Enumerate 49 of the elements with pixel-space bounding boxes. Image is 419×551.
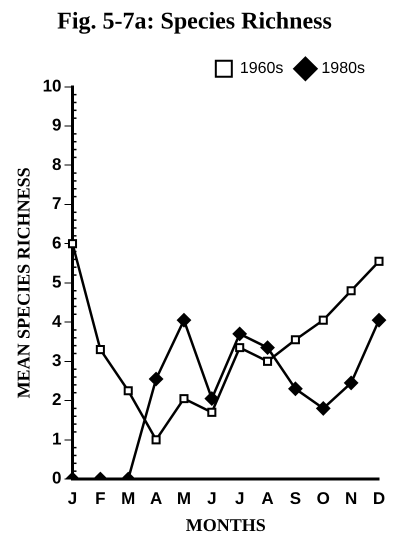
- legend-label: 1980s: [321, 60, 365, 78]
- x-tick-label: A: [150, 488, 162, 508]
- x-tick-label: O: [316, 488, 330, 508]
- y-tick-label: 8: [52, 154, 62, 174]
- x-tick-label: N: [344, 488, 358, 508]
- y-tick-label: 0: [52, 468, 62, 488]
- point: [374, 256, 384, 266]
- point: [372, 313, 386, 328]
- x-tick-label: J: [234, 488, 244, 508]
- point: [96, 345, 105, 354]
- x-tick-label: D: [372, 488, 386, 508]
- x-tick-label: J: [207, 488, 217, 508]
- point: [263, 356, 272, 366]
- x-tick-label: S: [290, 488, 302, 508]
- point: [207, 408, 216, 417]
- legend-label: 1960s: [240, 60, 284, 78]
- y-tick-label: 6: [52, 233, 62, 252]
- y-tick-label: 7: [52, 194, 62, 214]
- point: [288, 382, 302, 396]
- x-tick-label: A: [261, 488, 274, 508]
- point: [318, 316, 328, 325]
- point: [204, 392, 219, 406]
- y-axis-title: MEAN SPECIES RICHNESS: [13, 167, 34, 398]
- x-tick-label: M: [176, 488, 192, 508]
- point: [68, 239, 78, 248]
- x-axis-title: MONTHS: [186, 514, 266, 535]
- y-tick-label: 4: [52, 312, 62, 331]
- y-tick-label: 10: [42, 76, 62, 96]
- point: [176, 313, 191, 328]
- chart-title: Fig. 5-7a: Species Richness: [57, 8, 332, 35]
- point: [344, 376, 358, 390]
- x-tick-label: J: [68, 488, 78, 508]
- y-tick-label: 3: [52, 351, 62, 370]
- point: [235, 343, 244, 352]
- x-tick-label: M: [121, 488, 136, 508]
- point: [232, 326, 247, 341]
- point: [179, 394, 188, 404]
- y-tick-label: 2: [52, 390, 62, 410]
- point: [290, 335, 300, 344]
- point: [152, 435, 161, 444]
- point: [260, 340, 275, 355]
- y-tick-label: 1: [52, 429, 62, 448]
- point: [346, 286, 356, 296]
- point: [316, 401, 330, 416]
- point: [124, 386, 133, 396]
- point: [149, 372, 164, 386]
- y-tick-label: 9: [52, 116, 62, 135]
- y-tick-label: 5: [52, 272, 62, 292]
- x-tick-label: F: [95, 488, 106, 508]
